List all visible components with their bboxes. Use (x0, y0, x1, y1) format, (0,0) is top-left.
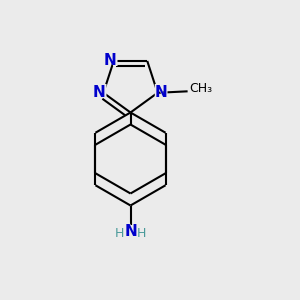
Text: N: N (154, 85, 167, 100)
Text: CH₃: CH₃ (189, 82, 212, 95)
Text: N: N (92, 85, 105, 100)
Text: N: N (104, 53, 116, 68)
Text: N: N (124, 224, 137, 239)
Text: N: N (91, 83, 107, 102)
Text: N: N (152, 83, 169, 102)
Text: H: H (114, 226, 124, 240)
Text: N: N (122, 222, 139, 242)
Text: H: H (137, 226, 147, 240)
Text: N: N (102, 51, 118, 70)
